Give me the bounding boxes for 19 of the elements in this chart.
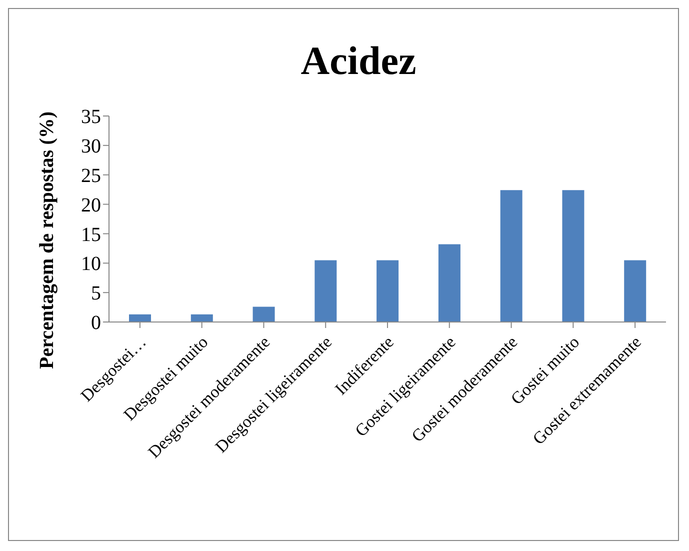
y-tick-label: 0 bbox=[91, 312, 101, 334]
y-tick-label: 35 bbox=[81, 106, 101, 128]
bar bbox=[252, 306, 275, 322]
y-tick-label: 20 bbox=[81, 194, 101, 216]
bar bbox=[376, 260, 399, 322]
bar bbox=[190, 314, 213, 322]
bar bbox=[438, 244, 460, 322]
bar bbox=[314, 260, 337, 322]
y-tick-label: 15 bbox=[81, 224, 101, 246]
bar bbox=[562, 190, 584, 322]
y-tick-label: 5 bbox=[91, 282, 101, 305]
y-tick-label: 10 bbox=[81, 253, 101, 276]
bar bbox=[129, 314, 151, 322]
y-axis-title: Percentagem de respostas (%) bbox=[36, 111, 58, 369]
chart-title: Acidez bbox=[300, 37, 418, 85]
bar bbox=[624, 260, 646, 322]
bar bbox=[500, 190, 522, 322]
y-tick-label: 30 bbox=[81, 136, 101, 158]
y-tick-label: 25 bbox=[81, 164, 101, 187]
